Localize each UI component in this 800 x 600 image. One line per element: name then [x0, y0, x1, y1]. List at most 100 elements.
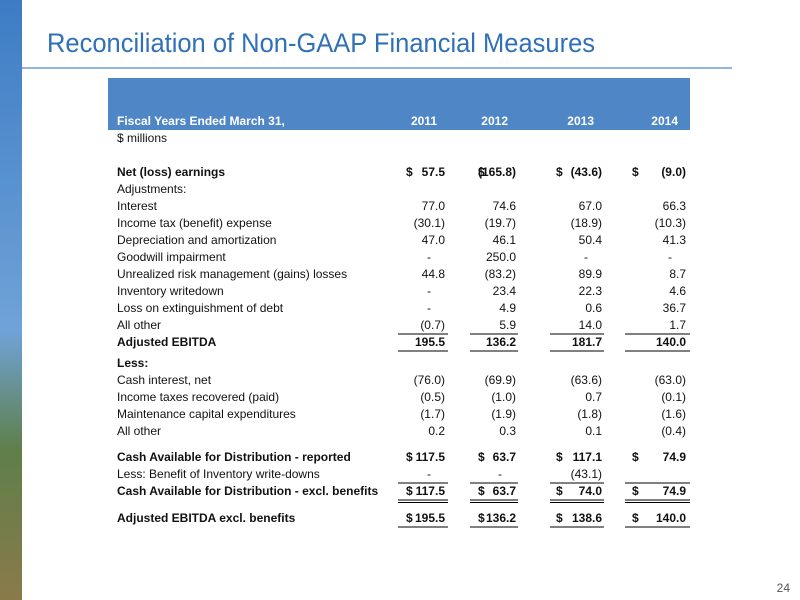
- currency-sign: $: [406, 165, 413, 179]
- cell-value: 250.0: [486, 250, 516, 264]
- title: Reconciliation of Non-GAAP Financial Mea…: [47, 28, 595, 58]
- currency-sign: $: [556, 511, 563, 525]
- currency-sign: $: [478, 484, 485, 498]
- cell-value: (0.1): [661, 390, 686, 404]
- row-label: Depreciation and amortization: [117, 233, 276, 247]
- cell-value: 23.4: [493, 284, 517, 298]
- row-label: Adjusted EBITDA: [117, 335, 217, 349]
- cell-value: (9.0): [661, 165, 686, 179]
- cell-value: 181.7: [572, 335, 602, 349]
- cell-value: 47.0: [422, 233, 446, 247]
- cell-value: (63.6): [571, 373, 602, 387]
- currency-sign: $: [632, 450, 639, 464]
- cell-value: 195.5: [415, 511, 445, 525]
- row-label: Interest: [117, 199, 158, 213]
- cell-value: 63.7: [493, 450, 517, 464]
- cell-value: 8.7: [669, 267, 686, 281]
- cell-value: 117.1: [573, 450, 603, 464]
- cell-value: (43.1): [571, 467, 602, 481]
- cell-value: 63.7: [493, 484, 517, 498]
- row-label: Cash Available for Distribution - excl. …: [117, 484, 378, 498]
- row-label: Income taxes recovered (paid): [117, 390, 279, 404]
- cell-value: 140.0: [656, 511, 686, 525]
- cell-value: 67.0: [579, 199, 603, 213]
- cell-value: 22.3: [579, 284, 603, 298]
- cell-value: (63.0): [655, 373, 686, 387]
- page-number: 24: [777, 581, 791, 595]
- currency-sign: $: [632, 511, 639, 525]
- cell-value: 46.1: [493, 233, 517, 247]
- cell-value: (30.1): [414, 216, 445, 230]
- cell-value: 74.9: [663, 484, 687, 498]
- cell-value: -: [427, 284, 431, 298]
- cell-value: (43.6): [571, 165, 602, 179]
- cell-value: 41.3: [663, 233, 687, 247]
- cell-value: -: [498, 467, 502, 481]
- currency-sign: $: [406, 450, 413, 464]
- currency-sign: $: [556, 165, 563, 179]
- cell-value: 4.9: [499, 301, 516, 315]
- cell-value: (18.9): [571, 216, 602, 230]
- currency-sign: $: [556, 450, 563, 464]
- cell-value: (1.7): [420, 407, 445, 421]
- currency-sign: $: [478, 165, 485, 179]
- cell-value: (69.9): [485, 373, 516, 387]
- row-label: Adjustments:: [117, 182, 186, 196]
- column-header: 2013: [567, 114, 594, 128]
- row-label: All other: [117, 318, 161, 332]
- cell-value: 14.0: [579, 318, 603, 332]
- cell-value: (1.6): [661, 407, 686, 421]
- cell-value: 4.6: [669, 284, 686, 298]
- cell-value: (1.8): [577, 407, 602, 421]
- row-label: Income tax (benefit) expense: [117, 216, 272, 230]
- cell-value: 74.6: [493, 199, 517, 213]
- cell-value: 136.2: [486, 511, 516, 525]
- cell-value: 36.7: [663, 301, 687, 315]
- row-label: All other: [117, 424, 161, 438]
- currency-sign: $: [556, 484, 563, 498]
- cell-value: 74.0: [579, 484, 603, 498]
- cell-value: 0.6: [585, 301, 602, 315]
- units: $ millions: [117, 131, 167, 145]
- column-header: 2014: [651, 114, 678, 128]
- cell-value: 0.3: [499, 424, 516, 438]
- cell-value: 0.1: [585, 424, 602, 438]
- cell-value: 57.5: [422, 165, 446, 179]
- currency-sign: $: [406, 511, 413, 525]
- cell-value: (0.7): [420, 318, 445, 332]
- cell-value: -: [584, 250, 588, 264]
- table-heading: Fiscal Years Ended March 31,: [117, 114, 285, 128]
- cell-value: (165.8): [478, 165, 516, 179]
- cell-value: 44.8: [422, 267, 446, 281]
- cell-value: (76.0): [414, 373, 445, 387]
- cell-value: (0.4): [661, 424, 686, 438]
- side-strip: [0, 0, 22, 600]
- row-label: Cash interest, net: [117, 373, 212, 387]
- cell-value: 140.0: [656, 335, 686, 349]
- column-header: 2012: [481, 114, 508, 128]
- header-band: [108, 78, 690, 130]
- cell-value: -: [427, 301, 431, 315]
- row-label: Inventory writedown: [117, 284, 224, 298]
- cell-value: 136.2: [486, 335, 516, 349]
- cell-value: 138.6: [572, 511, 602, 525]
- cell-value: (1.0): [491, 390, 516, 404]
- row-label: Goodwill impairment: [117, 250, 226, 264]
- row-label: Maintenance capital expenditures: [117, 407, 296, 421]
- column-header: 2011: [411, 114, 437, 128]
- cell-value: 1.7: [669, 318, 686, 332]
- cell-value: (0.5): [420, 390, 445, 404]
- currency-sign: $: [406, 484, 413, 498]
- cell-value: 195.5: [415, 335, 445, 349]
- row-label: Unrealized risk management (gains) losse…: [117, 267, 347, 281]
- row-label: Less:: [117, 356, 148, 370]
- cell-value: (1.9): [491, 407, 516, 421]
- cell-value: (83.2): [485, 267, 516, 281]
- cell-value: (10.3): [655, 216, 686, 230]
- cell-value: 0.2: [428, 424, 445, 438]
- cell-value: 66.3: [663, 199, 687, 213]
- cell-value: 117.5: [416, 484, 446, 498]
- cell-value: 117.5: [416, 450, 446, 464]
- cell-value: 0.7: [585, 390, 602, 404]
